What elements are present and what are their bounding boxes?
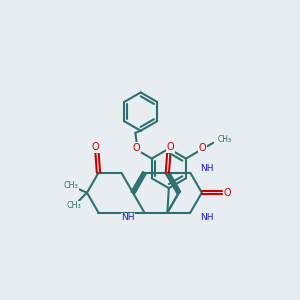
Text: O: O — [199, 143, 206, 153]
Text: CH₃: CH₃ — [66, 201, 81, 210]
Text: NH: NH — [200, 164, 213, 172]
Text: O: O — [224, 188, 231, 198]
Text: CH₃: CH₃ — [63, 181, 78, 190]
Text: NH: NH — [122, 213, 135, 222]
Text: O: O — [133, 142, 140, 152]
Text: O: O — [92, 142, 99, 152]
Text: CH₃: CH₃ — [218, 135, 232, 144]
Text: NH: NH — [200, 213, 213, 222]
Text: O: O — [167, 142, 174, 152]
